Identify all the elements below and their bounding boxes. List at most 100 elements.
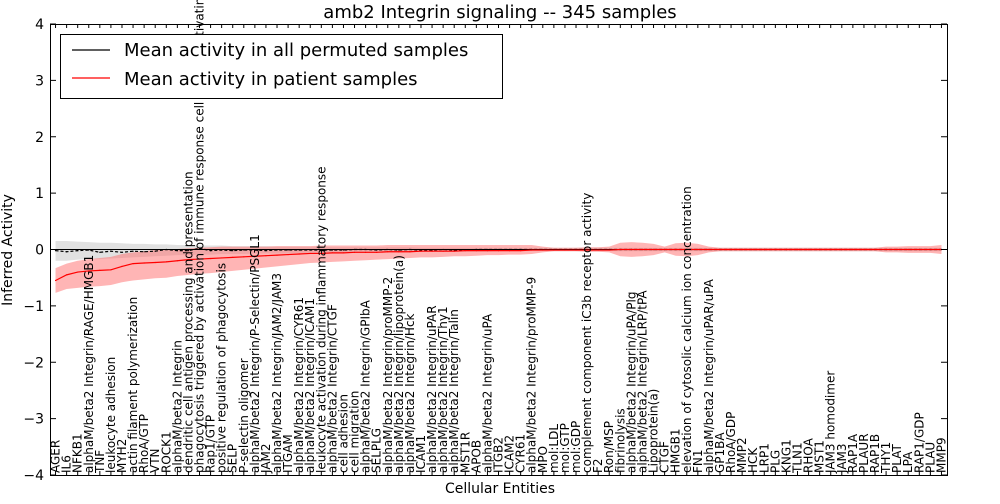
data-point-patient-77 xyxy=(907,248,909,251)
data-point-patient-70 xyxy=(830,248,832,251)
category-label: mol:LDL xyxy=(547,424,561,473)
category-label: HCK xyxy=(746,447,760,473)
category-label: actin filament polymerization xyxy=(126,297,140,473)
data-point-permuted-15 xyxy=(221,249,223,251)
category-label: leukocyte activation during inflammatory… xyxy=(314,166,328,473)
category-label: alphaM/beta2 Integrin/Hck xyxy=(403,313,417,473)
data-point-patient-52 xyxy=(630,248,632,251)
data-point-patient-4 xyxy=(99,269,101,271)
data-point-patient-74 xyxy=(874,248,876,251)
y-tick-label: 4 xyxy=(35,17,44,33)
category-label: GP1BA xyxy=(713,432,727,473)
category-label: LRP1 xyxy=(757,443,771,473)
data-point-patient-39 xyxy=(486,250,489,252)
data-point-patient-66 xyxy=(785,248,788,251)
category-label: alphaM/beta2 Integrin/lipoprotein(a) xyxy=(392,255,406,473)
data-point-permuted-42 xyxy=(520,248,522,251)
category-label: KNG1 xyxy=(779,439,793,473)
data-point-patient-0 xyxy=(54,279,57,282)
data-point-patient-19 xyxy=(265,255,267,257)
data-point-patient-45 xyxy=(553,249,555,251)
data-point-patient-51 xyxy=(619,248,621,251)
data-point-patient-2 xyxy=(77,271,79,273)
category-label: alphaM/beta2 Integrin/GPIbA xyxy=(359,299,373,473)
category-label: P-selectin oligomer xyxy=(237,358,251,473)
data-point-patient-68 xyxy=(807,248,810,251)
category-label: mol:GTP xyxy=(558,423,572,473)
data-point-permuted-18 xyxy=(254,249,256,251)
data-point-patient-8 xyxy=(143,262,145,264)
data-point-permuted-24 xyxy=(320,249,322,251)
data-point-patient-54 xyxy=(652,248,655,251)
data-point-permuted-22 xyxy=(298,249,300,251)
data-point-patient-27 xyxy=(353,251,356,253)
data-point-patient-53 xyxy=(641,248,644,251)
category-label: Rap1/GTP xyxy=(204,415,218,473)
data-point-permuted-1 xyxy=(66,251,68,253)
category-label: AGER xyxy=(49,440,63,473)
data-point-patient-32 xyxy=(409,251,411,253)
category-label: dendritic cell antigen processing and pr… xyxy=(181,171,195,473)
category-label: CTGF xyxy=(658,441,672,473)
data-point-patient-59 xyxy=(708,248,710,251)
category-label: APOB xyxy=(469,440,483,473)
data-point-permuted-0 xyxy=(54,250,57,252)
data-point-patient-25 xyxy=(331,252,333,254)
data-point-permuted-23 xyxy=(309,249,311,251)
data-point-patient-31 xyxy=(398,251,400,253)
y-tick-label: −1 xyxy=(23,299,44,315)
data-point-permuted-10 xyxy=(165,248,167,251)
data-point-permuted-6 xyxy=(121,251,123,253)
data-point-patient-41 xyxy=(508,250,511,252)
data-point-patient-72 xyxy=(852,248,854,251)
data-point-patient-13 xyxy=(198,258,201,260)
data-point-permuted-13 xyxy=(198,247,201,249)
data-point-patient-21 xyxy=(287,253,289,256)
category-label: elevation of cytosolic calcium ion conce… xyxy=(680,186,694,473)
category-label: ICAM1 xyxy=(414,435,428,473)
data-point-patient-10 xyxy=(165,261,167,263)
category-label: alphaM/beta2 Integrin/proMMP-2 xyxy=(381,277,395,473)
data-point-patient-67 xyxy=(796,248,799,251)
category-label: cell migration xyxy=(348,391,362,473)
y-tick-label: 2 xyxy=(35,130,44,146)
data-point-patient-65 xyxy=(774,248,776,251)
category-label: Ron/MSP xyxy=(602,421,616,473)
category-label: IL6 xyxy=(60,455,74,473)
category-label: alphaM/beta2 Integrin/uPAR/uPA xyxy=(702,278,716,473)
data-point-permuted-34 xyxy=(431,249,433,251)
category-label: alphaM/beta2 Integrin xyxy=(170,340,184,473)
category-label: RAP1/GDP xyxy=(912,412,926,473)
data-point-patient-50 xyxy=(608,249,610,251)
category-label: ITGAM xyxy=(281,434,295,473)
category-label: ITGB2 xyxy=(492,437,506,473)
data-point-patient-5 xyxy=(110,269,112,271)
category-label: alphaM/beta2 Integrin/CTGF xyxy=(325,304,339,473)
category-label: mol:GDP xyxy=(569,421,583,473)
data-point-patient-76 xyxy=(896,248,898,251)
data-point-permuted-33 xyxy=(420,249,422,251)
category-label: CYR61 xyxy=(514,434,528,473)
data-point-patient-44 xyxy=(542,249,544,251)
category-label: MST1R xyxy=(458,432,472,473)
category-label: VTN xyxy=(148,448,162,473)
data-point-permuted-26 xyxy=(342,249,345,251)
data-point-patient-35 xyxy=(442,250,444,252)
category-label: alphaM/beta2 Integrin/CYR61 xyxy=(292,297,306,473)
y-tick-label: −4 xyxy=(23,468,44,484)
category-label: PLAT xyxy=(890,444,904,473)
data-point-patient-48 xyxy=(586,249,588,251)
data-point-permuted-16 xyxy=(232,250,234,252)
data-point-patient-15 xyxy=(221,257,223,259)
data-point-permuted-41 xyxy=(508,248,511,251)
data-point-patient-14 xyxy=(209,257,212,260)
data-point-patient-12 xyxy=(187,259,190,261)
lines-layer xyxy=(54,247,943,282)
data-point-permuted-2 xyxy=(77,250,79,252)
data-point-patient-9 xyxy=(154,261,156,264)
legend: Mean activity in all permuted samples Me… xyxy=(60,34,503,99)
category-label: SELPLG xyxy=(370,428,384,473)
data-point-permuted-20 xyxy=(276,249,278,251)
